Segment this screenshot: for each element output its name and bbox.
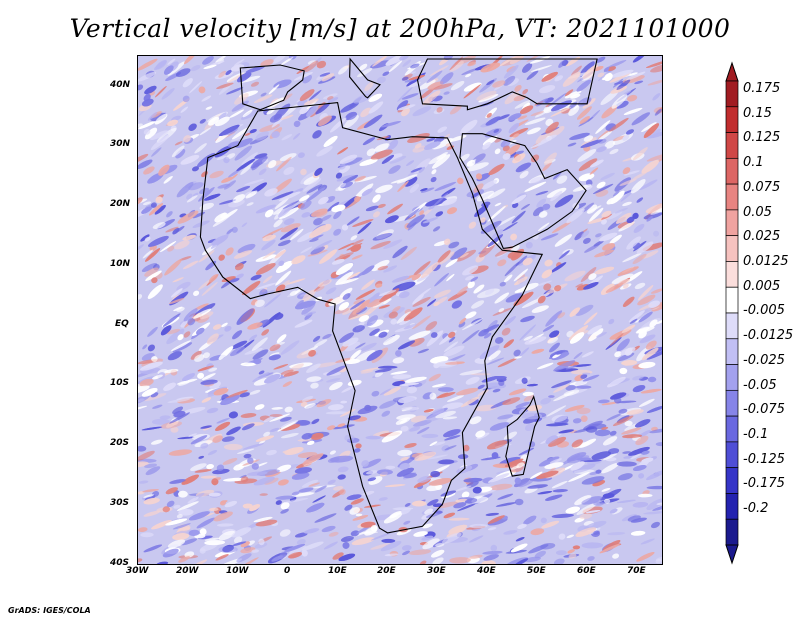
colorbar-swatch (725, 286, 739, 314)
lon-tick-label: 70E (627, 566, 646, 576)
lat-tick-label: 40N (110, 80, 131, 90)
lat-tick-label: 20S (110, 438, 130, 448)
colorbar-min-triangle (725, 544, 739, 565)
colorbar-label: -0.025 (743, 353, 785, 368)
colorbar-swatch (725, 106, 739, 133)
lon-tick-label: 30W (126, 566, 149, 576)
madagascar-coastline (505, 395, 540, 477)
colorbar-swatch (725, 312, 739, 340)
colorbar-label: -0.2 (743, 501, 769, 516)
lon-tick-label: 40E (477, 566, 496, 576)
colorbar-swatch (725, 338, 739, 365)
lon-tick-label: 20W (176, 566, 199, 576)
colorbar-swatch (725, 261, 739, 288)
lat-tick-label: 30S (110, 498, 130, 508)
colorbar-swatch (725, 518, 739, 546)
colorbar-swatch (725, 183, 739, 211)
colorbar-swatch (725, 415, 739, 443)
lat-tick-label: 10S (110, 378, 130, 388)
lon-tick-label: 20E (377, 566, 396, 576)
grads-credit: GrADS: IGES/COLA (8, 606, 91, 615)
map-title: Vertical velocity [m/s] at 200hPa, VT: 2… (69, 14, 731, 43)
lon-tick-label: 60E (577, 566, 596, 576)
lon-tick-label: 0 (284, 566, 291, 576)
colorbar-swatch (725, 389, 739, 417)
colorbar-label: -0.0125 (743, 328, 794, 343)
iberia-coastline (239, 64, 305, 111)
velocity-streaks (138, 56, 662, 564)
colorbar-label: -0.125 (743, 452, 785, 467)
arabia-coastline (459, 133, 587, 250)
lon-tick-label: 50E (527, 566, 546, 576)
lat-tick-label: 20N (110, 199, 131, 209)
colorbar-swatch (725, 132, 739, 159)
colorbar-label: -0.05 (743, 378, 777, 393)
colorbar-swatch (725, 235, 739, 262)
colorbar-max-triangle (725, 61, 739, 82)
colorbar-label: 0.025 (743, 229, 781, 244)
colorbar-label: 0.0125 (743, 254, 789, 269)
lat-tick-label: 30N (110, 139, 131, 149)
colorbar-label: -0.075 (743, 402, 785, 417)
colorbar-label: 0.125 (743, 130, 781, 145)
colorbar-label: -0.005 (743, 303, 785, 318)
lon-tick-label: 10W (226, 566, 249, 576)
colorbar-label: 0.15 (743, 106, 772, 121)
colorbar-label: 0.075 (743, 180, 781, 195)
colorbar-swatch (725, 467, 739, 494)
map-field (138, 56, 662, 564)
anatolia-coastline (416, 58, 598, 111)
colorbar-label: 0.1 (743, 155, 764, 170)
colorbar-swatch (725, 441, 739, 469)
italy-coastline (349, 57, 381, 99)
colorbar-label: 0.005 (743, 279, 781, 294)
lat-tick-label: EQ (115, 319, 129, 329)
colorbar-swatch (725, 157, 739, 185)
lon-tick-label: 10E (328, 566, 347, 576)
colorbar-swatch (725, 493, 739, 520)
colorbar-label: 0.175 (743, 81, 781, 96)
lat-tick-label: 40S (110, 558, 130, 568)
colorbar-label: -0.175 (743, 476, 785, 491)
colorbar-label: -0.1 (743, 427, 769, 442)
colorbar-swatch (725, 364, 739, 391)
africa-coastline (199, 102, 544, 534)
colorbar-label: 0.05 (743, 205, 772, 220)
lat-tick-label: 10N (110, 259, 131, 269)
colorbar-swatch (725, 209, 739, 237)
lon-tick-label: 30E (427, 566, 446, 576)
vertical-velocity-map (137, 55, 663, 565)
colorbar-swatch (725, 80, 739, 108)
